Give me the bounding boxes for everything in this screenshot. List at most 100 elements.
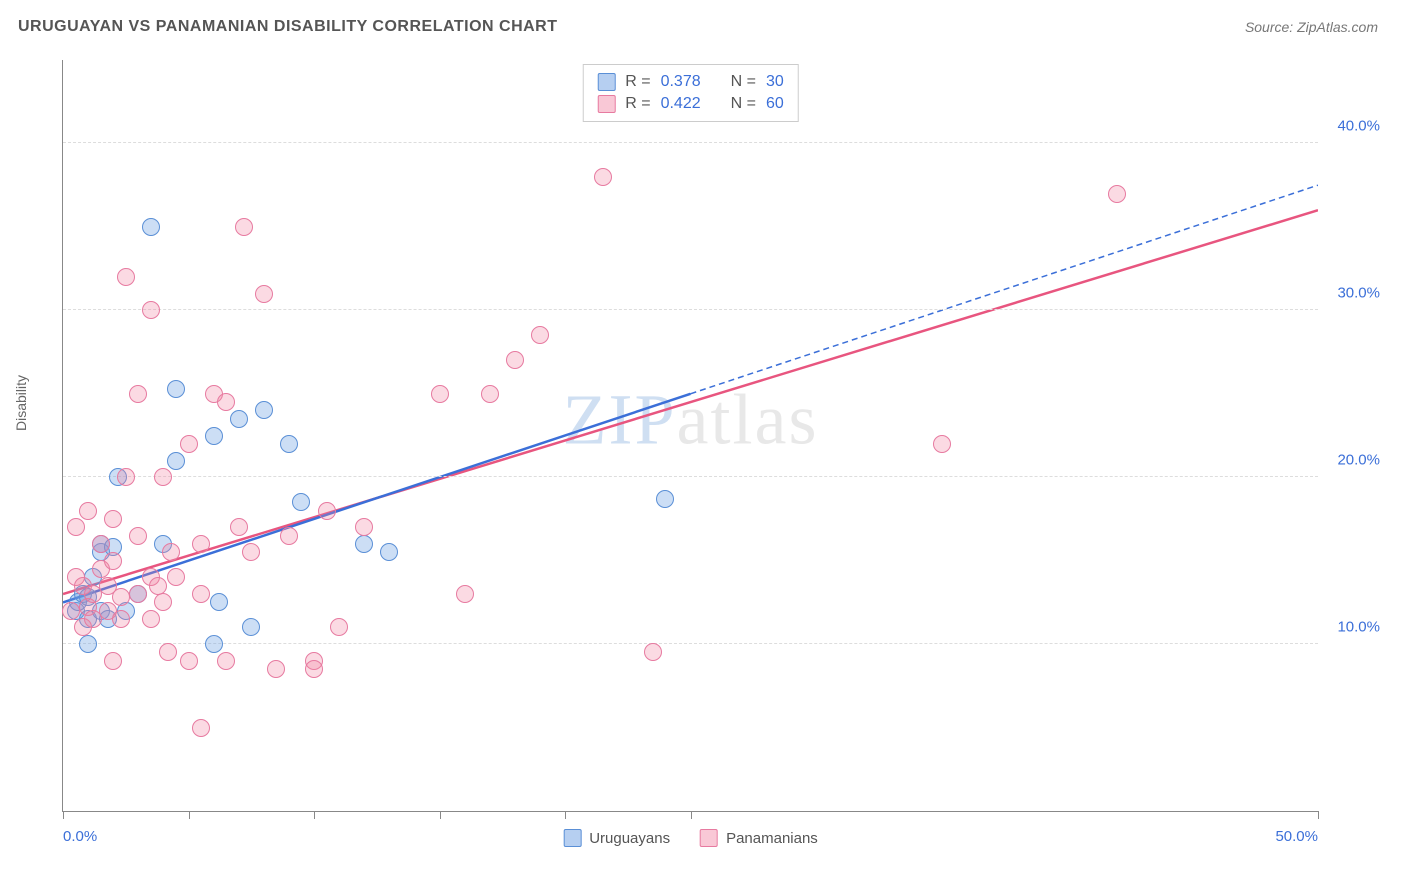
r-label: R = bbox=[625, 73, 650, 91]
data-point bbox=[104, 552, 122, 570]
swatch-icon bbox=[597, 73, 615, 91]
data-point bbox=[656, 490, 674, 508]
n-label: N = bbox=[731, 73, 756, 91]
chart-title: URUGUAYAN VS PANAMANIAN DISABILITY CORRE… bbox=[18, 18, 558, 36]
data-point bbox=[62, 602, 80, 620]
data-point bbox=[142, 301, 160, 319]
data-point bbox=[242, 618, 260, 636]
data-point bbox=[192, 585, 210, 603]
data-point bbox=[255, 285, 273, 303]
plot-area: ZIPatlas R = 0.378 N = 30 R = 0.422 N = … bbox=[62, 60, 1318, 812]
gridline bbox=[63, 643, 1318, 644]
data-point bbox=[431, 385, 449, 403]
n-value: 30 bbox=[766, 73, 784, 91]
y-tick-label: 20.0% bbox=[1337, 452, 1380, 469]
y-tick-label: 40.0% bbox=[1337, 118, 1380, 135]
data-point bbox=[192, 535, 210, 553]
data-point bbox=[117, 268, 135, 286]
data-point bbox=[167, 380, 185, 398]
r-value: 0.378 bbox=[661, 73, 701, 91]
x-tick bbox=[440, 811, 441, 819]
data-point bbox=[481, 385, 499, 403]
data-point bbox=[79, 502, 97, 520]
data-point bbox=[355, 535, 373, 553]
data-point bbox=[380, 543, 398, 561]
swatch-icon bbox=[700, 829, 718, 847]
data-point bbox=[104, 652, 122, 670]
data-point bbox=[933, 435, 951, 453]
trend-lines bbox=[63, 60, 1318, 811]
correlation-legend: R = 0.378 N = 30 R = 0.422 N = 60 bbox=[582, 64, 799, 122]
swatch-icon bbox=[597, 95, 615, 113]
data-point bbox=[255, 401, 273, 419]
n-value: 60 bbox=[766, 95, 784, 113]
legend-row: R = 0.422 N = 60 bbox=[597, 93, 784, 115]
data-point bbox=[217, 393, 235, 411]
x-tick bbox=[565, 811, 566, 819]
data-point bbox=[594, 168, 612, 186]
data-point bbox=[112, 610, 130, 628]
data-point bbox=[1108, 185, 1126, 203]
data-point bbox=[456, 585, 474, 603]
y-tick-label: 10.0% bbox=[1337, 619, 1380, 636]
data-point bbox=[167, 568, 185, 586]
data-point bbox=[280, 435, 298, 453]
x-tick-label: 0.0% bbox=[63, 828, 97, 845]
watermark: ZIPatlas bbox=[563, 379, 819, 462]
data-point bbox=[159, 643, 177, 661]
data-point bbox=[205, 427, 223, 445]
data-point bbox=[129, 385, 147, 403]
data-point bbox=[355, 518, 373, 536]
data-point bbox=[205, 635, 223, 653]
legend-row: R = 0.378 N = 30 bbox=[597, 71, 784, 93]
data-point bbox=[506, 351, 524, 369]
data-point bbox=[235, 218, 253, 236]
data-point bbox=[142, 218, 160, 236]
legend-item: Panamanians bbox=[700, 829, 818, 847]
data-point bbox=[129, 527, 147, 545]
data-point bbox=[180, 435, 198, 453]
data-point bbox=[154, 593, 172, 611]
data-point bbox=[104, 510, 122, 528]
data-point bbox=[142, 610, 160, 628]
legend-item: Uruguayans bbox=[563, 829, 670, 847]
data-point bbox=[305, 660, 323, 678]
data-point bbox=[292, 493, 310, 511]
r-label: R = bbox=[625, 95, 650, 113]
data-point bbox=[267, 660, 285, 678]
legend-label: Uruguayans bbox=[589, 830, 670, 847]
data-point bbox=[531, 326, 549, 344]
gridline bbox=[63, 309, 1318, 310]
data-point bbox=[149, 577, 167, 595]
data-point bbox=[230, 518, 248, 536]
swatch-icon bbox=[563, 829, 581, 847]
header: URUGUAYAN VS PANAMANIAN DISABILITY CORRE… bbox=[0, 0, 1406, 44]
data-point bbox=[217, 652, 235, 670]
data-point bbox=[112, 588, 130, 606]
series-legend: Uruguayans Panamanians bbox=[563, 829, 818, 847]
n-label: N = bbox=[731, 95, 756, 113]
source-label: Source: ZipAtlas.com bbox=[1245, 19, 1378, 35]
x-tick bbox=[63, 811, 64, 819]
x-tick-label: 50.0% bbox=[1275, 828, 1318, 845]
legend-label: Panamanians bbox=[726, 830, 818, 847]
x-tick bbox=[314, 811, 315, 819]
data-point bbox=[67, 518, 85, 536]
data-point bbox=[230, 410, 248, 428]
data-point bbox=[162, 543, 180, 561]
gridline bbox=[63, 476, 1318, 477]
data-point bbox=[242, 543, 260, 561]
data-point bbox=[644, 643, 662, 661]
data-point bbox=[210, 593, 228, 611]
data-point bbox=[330, 618, 348, 636]
x-tick bbox=[189, 811, 190, 819]
chart-container: Disability ZIPatlas R = 0.378 N = 30 R =… bbox=[18, 50, 1388, 872]
data-point bbox=[318, 502, 336, 520]
y-tick-label: 30.0% bbox=[1337, 285, 1380, 302]
x-tick bbox=[691, 811, 692, 819]
data-point bbox=[167, 452, 185, 470]
data-point bbox=[79, 635, 97, 653]
gridline bbox=[63, 142, 1318, 143]
x-tick bbox=[1318, 811, 1319, 819]
data-point bbox=[92, 535, 110, 553]
